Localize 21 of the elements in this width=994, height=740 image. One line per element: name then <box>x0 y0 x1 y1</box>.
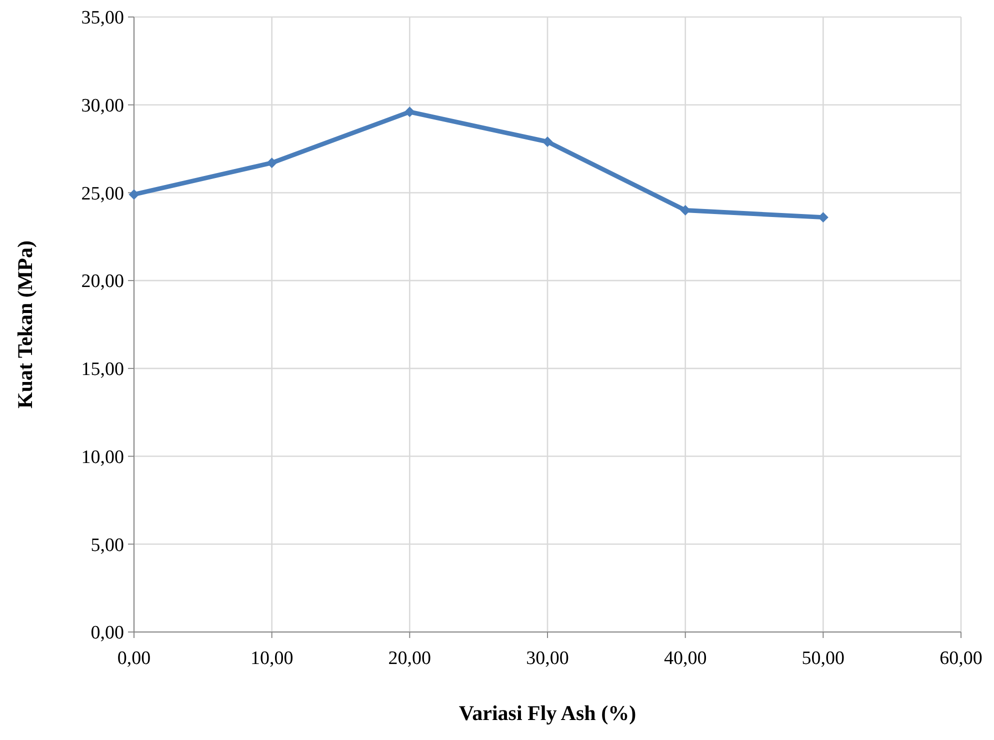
y-tick-label: 20,00 <box>81 271 124 292</box>
y-tick-label: 30,00 <box>81 96 124 117</box>
x-tick-label: 50,00 <box>802 648 845 669</box>
x-tick-label: 0,00 <box>117 648 151 669</box>
point <box>404 106 415 118</box>
x-tick-label: 30,00 <box>526 648 569 669</box>
point <box>542 136 553 147</box>
y-tick-label: 25,00 <box>81 183 124 204</box>
y-tick-label: 15,00 <box>81 359 124 380</box>
x-tick-label: 20,00 <box>388 648 432 669</box>
y-tick-label: 35,00 <box>81 8 124 29</box>
x-tick-label: 60,00 <box>940 648 982 669</box>
y-tick-label: 0,00 <box>90 622 124 644</box>
x-tick-label: 40,00 <box>664 648 707 669</box>
point <box>128 189 140 200</box>
point <box>266 158 278 168</box>
y-tick-label: 5,00 <box>90 534 124 556</box>
y-tick-label: 10,00 <box>81 446 124 468</box>
x-axis-title: Variasi Fly Ash (%) <box>458 701 636 725</box>
x-tick-label: 10,00 <box>250 648 294 669</box>
y-axis-title: Kuat Tekan (MPa) <box>13 240 37 409</box>
